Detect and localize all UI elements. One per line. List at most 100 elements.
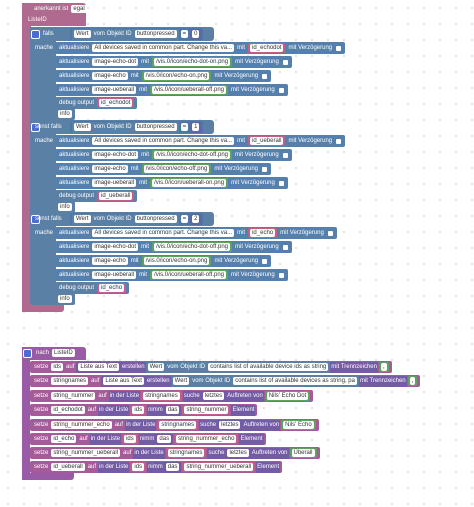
text-block[interactable]: /vis.0/icon/echo-on.png: [141, 71, 212, 81]
variable-name[interactable]: stringnames: [167, 449, 205, 457]
field[interactable]: Wert: [74, 123, 91, 131]
checkbox[interactable]: [336, 138, 342, 144]
text-block[interactable]: Nils' Echo: [281, 420, 316, 430]
field[interactable]: Wert: [147, 363, 165, 371]
text-value[interactable]: Nils' Echo: [283, 421, 314, 429]
text-block[interactable]: /vis.0/icon/echo-dot-on.png: [152, 57, 233, 67]
variable-block[interactable]: string_nummer: [182, 405, 231, 415]
variable-block[interactable]: stringnames: [157, 420, 199, 430]
field[interactable]: das: [165, 406, 180, 414]
checkbox[interactable]: [262, 258, 268, 264]
dropdown-field[interactable]: image-ueberall: [92, 179, 137, 187]
gear-icon[interactable]: [31, 215, 40, 224]
variable-block[interactable]: string_nummer_ueberall: [182, 462, 256, 472]
dropdown-field[interactable]: string_nummer_echo: [51, 421, 112, 429]
field[interactable]: letztes: [227, 449, 249, 457]
dropdown-field[interactable]: ids: [51, 363, 64, 371]
field[interactable]: =: [180, 30, 189, 38]
variable-name[interactable]: stringnames: [143, 392, 180, 400]
text-value[interactable]: /vis.0/icon/ueberall-off.png: [152, 271, 226, 279]
variable-name[interactable]: ids: [132, 463, 145, 471]
field[interactable]: contains list of available device ids as…: [208, 363, 329, 371]
variable-name[interactable]: id_echo: [250, 229, 276, 237]
dropdown-field[interactable]: image-echo-dot: [92, 243, 139, 251]
variable-name[interactable]: string_nummer_ueberall: [184, 463, 254, 471]
checkbox[interactable]: [282, 59, 288, 65]
field[interactable]: buttonpressed: [134, 215, 177, 223]
variable-name[interactable]: string_nummer: [184, 406, 229, 414]
dropdown-field[interactable]: All devices saved in common part. Change…: [92, 229, 235, 237]
level-field[interactable]: info: [58, 203, 72, 211]
variable-block[interactable]: stringnames: [165, 448, 207, 458]
field[interactable]: 2: [192, 215, 200, 223]
variable-block[interactable]: id_ueberall: [97, 191, 135, 201]
text-value[interactable]: Nils' Echo Dot: [266, 392, 309, 400]
text-value[interactable]: Überall: [291, 449, 315, 457]
text-block[interactable]: /vis.0/icon/echo-off.png: [141, 164, 212, 174]
field[interactable]: das: [165, 463, 180, 471]
checkbox[interactable]: [278, 180, 284, 186]
dropdown-field[interactable]: image-echo-dot: [92, 151, 139, 159]
field[interactable]: 0: [192, 30, 200, 38]
dropdown-field[interactable]: string_nummer_ueberall: [51, 449, 121, 457]
field[interactable]: buttonpressed: [134, 30, 177, 38]
text-block[interactable]: /vis.0/icon/ueberall-on.png: [150, 178, 229, 188]
variable-block[interactable]: id_echodot: [248, 43, 286, 53]
text-block[interactable]: /vis.0/icon/ueberall-off.png: [150, 85, 228, 95]
dropdown-field[interactable]: All devices saved in common part. Change…: [92, 137, 235, 145]
dropdown-field[interactable]: egal: [71, 5, 87, 13]
field[interactable]: Wert: [172, 377, 190, 385]
field[interactable]: 1: [192, 123, 200, 131]
text-value[interactable]: ,: [380, 363, 387, 371]
text-block[interactable]: /vis.0/icon/ueberall-off.png: [150, 270, 228, 280]
dropdown-field[interactable]: id_echo: [51, 435, 77, 443]
gear-icon[interactable]: [31, 30, 40, 39]
field[interactable]: letztes: [202, 392, 225, 400]
dropdown-field[interactable]: All devices saved in common part. Change…: [92, 44, 235, 52]
gear-icon[interactable]: [23, 349, 32, 358]
text-value[interactable]: ,: [409, 377, 416, 385]
checkbox[interactable]: [262, 166, 268, 172]
variable-block[interactable]: id_echo: [248, 228, 278, 238]
dropdown-field[interactable]: image-echo-dot: [92, 58, 139, 66]
checkbox[interactable]: [336, 45, 342, 51]
text-value[interactable]: /vis.0/icon/echo-on.png: [143, 72, 210, 80]
checkbox[interactable]: [262, 73, 268, 79]
variable-name[interactable]: id_echo: [99, 284, 125, 292]
text-value[interactable]: /vis.0/icon/echo-dot-off.png: [154, 151, 230, 159]
text-value[interactable]: /vis.0/icon/ueberall-on.png: [152, 179, 227, 187]
dropdown-field[interactable]: image-echo: [92, 257, 128, 265]
checkbox[interactable]: [282, 152, 288, 158]
variable-name[interactable]: id_echodot: [250, 44, 284, 52]
field[interactable]: Liste aus Text: [103, 377, 144, 385]
text-block[interactable]: Nils' Echo Dot: [264, 391, 311, 401]
level-field[interactable]: info: [58, 110, 72, 118]
field[interactable]: =: [180, 215, 189, 223]
checkbox[interactable]: [327, 230, 333, 236]
checkbox[interactable]: [278, 272, 284, 278]
dropdown-field[interactable]: id_echodot: [51, 406, 85, 414]
dropdown-field[interactable]: image-echo: [92, 165, 128, 173]
field[interactable]: letztes: [219, 421, 241, 429]
variable-name[interactable]: ids: [124, 435, 136, 443]
variable-block[interactable]: ids: [122, 434, 138, 444]
text-block[interactable]: /vis.0/icon/echo-on.png: [141, 256, 212, 266]
variable-name[interactable]: ids: [132, 406, 145, 414]
text-block[interactable]: /vis.0/icon/echo-dot-off.png: [152, 150, 232, 160]
field[interactable]: Liste aus Text: [78, 363, 119, 371]
text-block[interactable]: /vis.0/icon/echo-dot-off.png: [152, 242, 232, 252]
variable-name[interactable]: id_ueberall: [250, 137, 284, 145]
dropdown-field[interactable]: id_ueberall: [51, 463, 85, 471]
text-value[interactable]: /vis.0/icon/echo-on.png: [143, 257, 210, 265]
variable-name[interactable]: stringnames: [159, 421, 197, 429]
dropdown-field[interactable]: image-echo: [92, 72, 128, 80]
field[interactable]: Wert: [74, 30, 91, 38]
dropdown-field[interactable]: ListeID: [52, 349, 75, 357]
dropdown-field[interactable]: image-ueberall: [92, 271, 137, 279]
text-block[interactable]: ,: [407, 376, 418, 386]
text-value[interactable]: /vis.0/icon/echo-off.png: [143, 165, 210, 173]
field[interactable]: buttonpressed: [134, 123, 177, 131]
dropdown-field[interactable]: stringnames: [51, 377, 89, 385]
variable-name[interactable]: id_echodot: [99, 99, 133, 107]
field[interactable]: contains list of available devices as st…: [233, 377, 357, 385]
